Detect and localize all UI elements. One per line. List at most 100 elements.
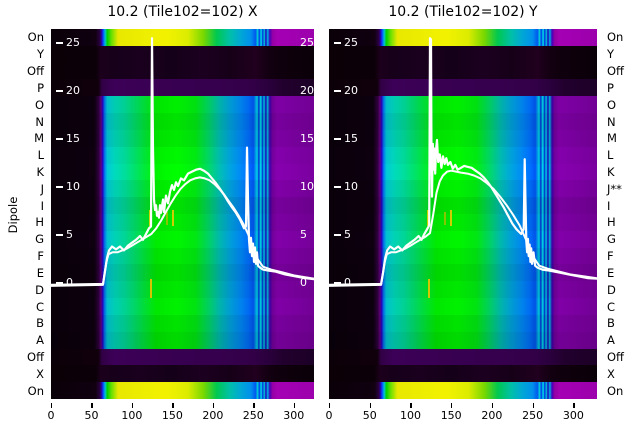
x-tick-mark-1-1 xyxy=(369,403,372,408)
y-tick-mark-1-4 xyxy=(334,234,341,236)
row-label-left-16: C xyxy=(35,299,44,314)
row-label-right-5: N xyxy=(607,114,616,129)
y-tick-label-right-0-5: 0 xyxy=(300,276,307,289)
heatmap-row-18 xyxy=(51,331,314,350)
y-tick-mark-1-1 xyxy=(334,90,341,92)
heatmap-row-1 xyxy=(51,45,314,64)
row-label-right-4: O xyxy=(607,97,617,112)
row-label-left-8: K xyxy=(36,164,44,179)
row-label-right-9: J** xyxy=(607,181,622,196)
row-label-left-14: E xyxy=(36,265,44,280)
heatmap-row-9 xyxy=(329,180,597,198)
row-label-right-16: C xyxy=(607,299,616,314)
y-tick-mark-0-2 xyxy=(56,138,63,140)
row-label-left-0: On xyxy=(27,30,44,45)
x-tick-mark-1-0 xyxy=(329,403,331,408)
heatmap-row-21 xyxy=(329,382,597,399)
row-label-left-11: H xyxy=(35,215,44,230)
x-tick-label-1-1: 50 xyxy=(362,409,377,422)
row-label-left-12: G xyxy=(35,232,44,247)
x-tick-mark-1-3 xyxy=(451,403,453,408)
row-label-left-1: Y xyxy=(36,47,44,62)
row-label-right-20: X xyxy=(607,366,615,381)
heatmap-row-1 xyxy=(329,45,597,64)
row-label-right-2: Off xyxy=(607,64,624,79)
y-tick-mark-0-5 xyxy=(56,282,63,284)
row-label-right-21: On xyxy=(607,383,624,398)
y-tick-label-1-2: 15 xyxy=(344,132,358,145)
row-label-left-10: I xyxy=(40,198,44,213)
x-tick-mark-0-2 xyxy=(131,403,134,408)
row-label-left-7: L xyxy=(37,148,44,163)
heatmap-row-19 xyxy=(51,348,314,366)
row-label-right-8: K xyxy=(607,164,615,179)
x-tick-label-1-0: 0 xyxy=(325,409,333,422)
heatmap-row-14 xyxy=(329,264,597,282)
heatmap-row-11 xyxy=(329,214,597,232)
y-tick-label-1-5: 0 xyxy=(344,276,351,289)
row-label-left-9: J xyxy=(40,181,44,196)
heatmap-row-5 xyxy=(51,113,314,131)
x-tick-label-0-3: 150 xyxy=(161,409,183,422)
heatmap-row-3 xyxy=(51,79,314,97)
heatmap-row-16 xyxy=(51,298,314,316)
row-label-right-18: A xyxy=(607,333,615,348)
row-label-left-21: On xyxy=(27,383,44,398)
row-label-left-3: P xyxy=(37,80,44,95)
heatmap-mark-5 xyxy=(444,212,446,225)
heatmap-row-19 xyxy=(329,348,597,366)
y-tick-label-1-1: 20 xyxy=(344,84,358,97)
row-label-right-11: H xyxy=(607,215,616,230)
heatmap-row-7 xyxy=(329,146,597,165)
heatmap-row-15 xyxy=(329,281,597,299)
x-tick-mark-1-4 xyxy=(491,403,494,408)
row-label-right-0: On xyxy=(607,30,624,45)
heatmap-mark-2 xyxy=(172,210,174,226)
heatmap-panel-1[interactable]: 25 20 15 10 5 0 xyxy=(329,29,597,399)
y-tick-label-0-0: 25 xyxy=(66,36,80,49)
x-tick-mark-0-4 xyxy=(212,403,215,408)
line-trace-0 xyxy=(51,37,314,286)
y-tick-label-1-3: 10 xyxy=(344,180,358,193)
x-tick-label-0-1: 50 xyxy=(84,409,99,422)
heatmap-row-3 xyxy=(329,79,597,97)
heatmap-row-20 xyxy=(329,365,597,383)
y-tick-mark-1-0 xyxy=(334,42,341,44)
row-label-right-1: Y xyxy=(607,47,615,62)
y-tick-label-0-2: 15 xyxy=(66,132,80,145)
heatmap-row-15 xyxy=(51,281,314,299)
heatmap-mark-4 xyxy=(427,210,429,226)
x-tick-label-1-4: 200 xyxy=(481,409,503,422)
heatmap-mark-1 xyxy=(166,212,168,225)
panel-title-0: 10.2 (Tile102=102) X xyxy=(107,4,258,20)
line-trace-1 xyxy=(51,176,314,287)
heatmap-mark-7 xyxy=(428,279,430,298)
heatmap-row-0 xyxy=(51,29,314,47)
row-label-right-3: P xyxy=(607,80,614,95)
x-tick-label-1-6: 300 xyxy=(562,409,584,422)
heatmap-row-0 xyxy=(329,29,597,47)
row-label-left-2: Off xyxy=(27,64,44,79)
heatmap-row-18 xyxy=(329,331,597,350)
row-label-right-6: M xyxy=(607,131,617,146)
heatmap-row-17 xyxy=(51,314,314,333)
y-tick-mark-0-3 xyxy=(56,186,63,188)
heatmap-row-14 xyxy=(51,264,314,282)
x-tick-label-0-5: 250 xyxy=(242,409,264,422)
y-tick-label-0-3: 10 xyxy=(66,180,80,193)
x-tick-label-0-6: 300 xyxy=(283,409,305,422)
y-tick-mark-0-1 xyxy=(56,90,63,92)
y-tick-label-right-0-1: 20 xyxy=(300,84,314,97)
y-tick-label-1-4: 5 xyxy=(344,228,351,241)
heatmap-row-5 xyxy=(329,113,597,131)
x-tick-mark-1-6 xyxy=(573,403,575,408)
y-tick-label-right-0-0: 25 xyxy=(300,36,314,49)
row-label-right-7: L xyxy=(607,148,614,163)
row-label-right-12: G xyxy=(607,232,616,247)
heatmap-row-6 xyxy=(51,129,314,148)
x-tick-mark-1-2 xyxy=(410,403,412,408)
heatmap-mark-3 xyxy=(150,279,152,298)
row-label-left-13: F xyxy=(37,249,44,264)
